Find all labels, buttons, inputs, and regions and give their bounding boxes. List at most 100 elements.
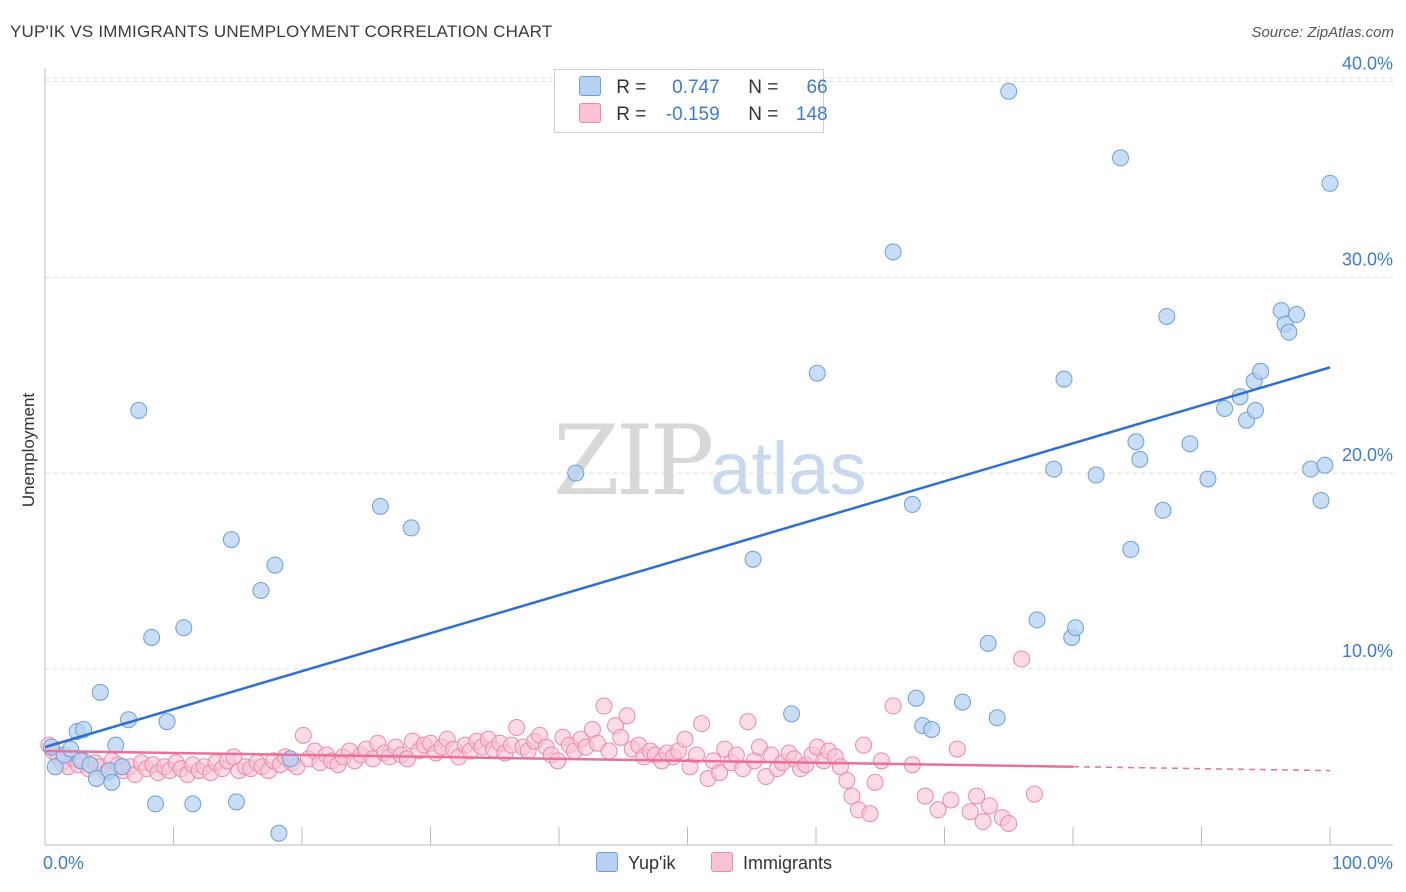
yupik-point (1316, 456, 1334, 474)
y-tick-label: 40.0% (1342, 54, 1393, 74)
immigrants-point (838, 771, 856, 789)
immigrants-point (294, 726, 312, 744)
immigrants-point (866, 773, 884, 791)
yupik-point (1131, 450, 1149, 468)
immigrants-point (961, 803, 979, 821)
immigrants-point (1013, 650, 1031, 668)
yupik-point (1246, 401, 1264, 419)
yupik-point (1288, 306, 1306, 324)
yupik-point (1321, 174, 1339, 192)
yupik-point (1122, 540, 1140, 558)
yupik-point (113, 758, 131, 776)
watermark: ZIPatlas (553, 405, 867, 517)
yupik-point (923, 721, 941, 739)
immigrants-point (687, 746, 705, 764)
yupik-point (270, 824, 288, 842)
immigrants-point (884, 697, 902, 715)
immigrants-point (739, 713, 757, 731)
yupik-point (158, 713, 176, 731)
yupik-point (402, 519, 420, 537)
y-axis-label: Unemployment (19, 392, 38, 508)
immigrants-trendline (44, 749, 1074, 768)
yupik-point (252, 582, 270, 600)
yupik-point (1302, 460, 1320, 478)
yupik-point (107, 736, 125, 754)
bottom-legend-yupik: Yup'ik (596, 852, 675, 874)
yupik-point (103, 773, 121, 791)
yupik-point (979, 634, 997, 652)
yupik-point (903, 495, 921, 513)
yupik-point (1280, 323, 1298, 341)
immigrants-point (600, 742, 618, 760)
yupik-point (1216, 399, 1234, 417)
watermark-atlas: atlas (710, 427, 867, 510)
yupik-point (1154, 501, 1172, 519)
legend-n-value: 148 (795, 104, 828, 125)
immigrants-point (861, 805, 879, 823)
yupik-point (1045, 460, 1063, 478)
immigrants-point (595, 697, 613, 715)
watermark-zip: ZIP (553, 405, 714, 517)
legend-r-value: 0.747 (672, 77, 720, 98)
stats-legend: R = 0.747 N = 66 R = -0.159 N = 148 (554, 69, 828, 133)
legend-r-label: R = (616, 77, 647, 98)
yupik-point (953, 693, 971, 711)
yupik-point (266, 556, 284, 574)
yupik-point (91, 683, 109, 701)
legend-r-label: R = (616, 104, 647, 125)
yupik-point (1158, 307, 1176, 325)
yupik-point (783, 705, 801, 723)
y-tick-label: 10.0% (1342, 641, 1393, 661)
immigrants-trendline-extension (1072, 765, 1331, 772)
immigrants-point (843, 787, 861, 805)
immigrants-point (916, 787, 934, 805)
yupik-point (1055, 370, 1073, 388)
immigrants-swatch (579, 103, 601, 123)
yupik-point (184, 795, 202, 813)
immigrants-legend-label: Immigrants (743, 853, 833, 873)
yupik-point (808, 364, 826, 382)
immigrants-point (942, 791, 960, 809)
immigrants-point (693, 715, 711, 733)
legend-row-immigrants: R = -0.159 N = 148 (579, 103, 828, 127)
immigrants-point (711, 764, 729, 782)
yupik-point (1312, 491, 1330, 509)
immigrants-point (676, 730, 694, 748)
yupik-point (1199, 470, 1217, 488)
yupik-point (1181, 435, 1199, 453)
yupik-point (1112, 149, 1130, 167)
chart-title: YUP'IK VS IMMIGRANTS UNEMPLOYMENT CORREL… (10, 22, 553, 41)
y-axis-label-container: Unemployment (14, 380, 42, 530)
immigrants-point (1025, 785, 1043, 803)
immigrants-point (612, 728, 630, 746)
immigrants-point (1000, 814, 1018, 832)
yupik-point (147, 795, 165, 813)
yupik-point (1028, 611, 1046, 629)
legend-r-value: -0.159 (665, 104, 720, 125)
bottom-legend-immigrants: Immigrants (711, 852, 832, 874)
immigrants-point (873, 752, 891, 770)
legend-row-yupik: R = 0.747 N = 66 (579, 76, 828, 100)
yupik-point (907, 689, 925, 707)
x-tick-label: 0.0% (43, 853, 84, 873)
yupik-point (1127, 433, 1145, 451)
yupik-point (884, 243, 902, 261)
legend-n-value: 66 (806, 77, 828, 98)
yupik-legend-label: Yup'ik (628, 853, 676, 873)
yupik-swatch (579, 76, 601, 96)
yupik-point (1087, 466, 1105, 484)
yupik-point (81, 756, 99, 774)
immigrants-point (855, 736, 873, 754)
yupik-point (744, 550, 762, 568)
immigrants-point (727, 746, 745, 764)
yupik-point (130, 401, 148, 419)
yupik-point (175, 619, 193, 637)
y-tick-label: 20.0% (1342, 445, 1393, 465)
yupik-point (222, 531, 240, 549)
yupik-point (988, 709, 1006, 727)
yupik-point (567, 464, 585, 482)
immigrants-point (929, 801, 947, 819)
legend-n-label: N = (748, 77, 779, 98)
immigrants-point (968, 787, 986, 805)
